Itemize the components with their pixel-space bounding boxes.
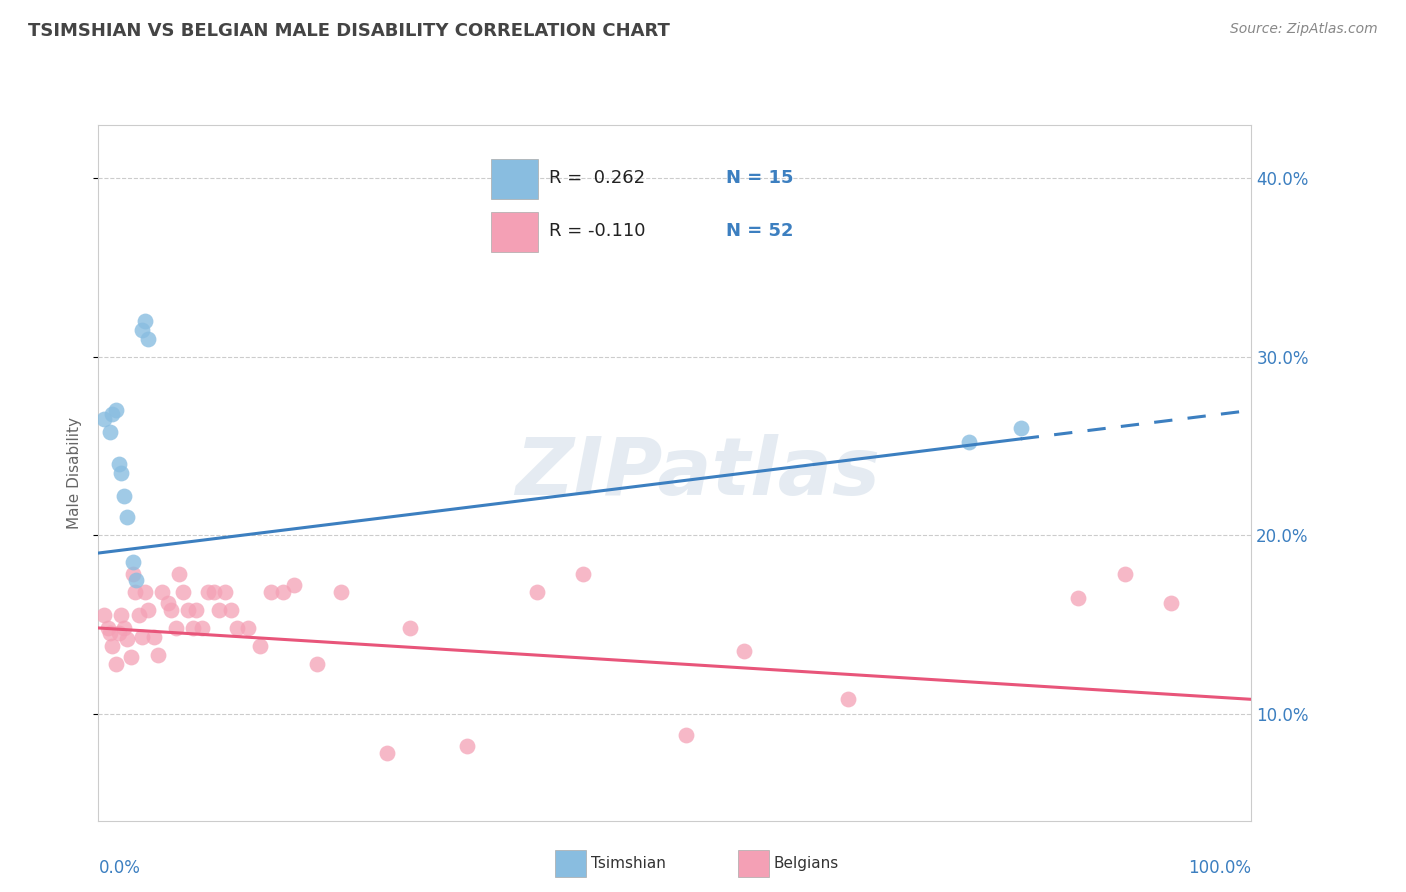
Point: [526, 585, 548, 599]
Text: R = -0.110: R = -0.110: [550, 222, 645, 240]
Point: [219, 603, 242, 617]
Point: [329, 585, 352, 599]
Text: TSIMSHIAN VS BELGIAN MALE DISABILITY CORRELATION CHART: TSIMSHIAN VS BELGIAN MALE DISABILITY COR…: [28, 22, 671, 40]
Point: [172, 585, 194, 599]
Point: [186, 603, 208, 617]
Point: [181, 621, 204, 635]
Point: [124, 585, 146, 599]
Point: [177, 603, 200, 617]
Point: [117, 510, 139, 524]
Text: N = 52: N = 52: [725, 222, 793, 240]
Point: [98, 425, 121, 439]
Point: [167, 567, 190, 582]
Point: [191, 621, 214, 635]
Point: [93, 412, 115, 426]
Point: [214, 585, 236, 599]
Point: [128, 608, 150, 623]
Point: [97, 621, 120, 635]
Text: N = 15: N = 15: [725, 169, 793, 186]
Point: [110, 608, 132, 623]
Point: [122, 555, 145, 569]
Point: [160, 603, 183, 617]
Point: [249, 639, 271, 653]
Point: [148, 648, 170, 662]
Point: [101, 639, 124, 653]
Point: [120, 649, 142, 664]
Point: [238, 621, 260, 635]
Point: [117, 632, 139, 646]
Point: [456, 739, 478, 753]
Point: [150, 585, 173, 599]
Y-axis label: Male Disability: Male Disability: [66, 417, 82, 529]
Point: [675, 728, 697, 742]
Point: [156, 596, 179, 610]
Text: Tsimshian: Tsimshian: [591, 856, 665, 871]
Point: [197, 585, 219, 599]
Point: [142, 630, 165, 644]
Point: [134, 585, 156, 599]
Point: [125, 573, 148, 587]
Point: [398, 621, 420, 635]
Point: [307, 657, 329, 671]
Point: [208, 603, 231, 617]
Point: [131, 323, 153, 337]
Point: [165, 621, 187, 635]
Text: 0.0%: 0.0%: [98, 859, 141, 877]
Point: [283, 578, 305, 592]
Point: [1114, 567, 1136, 582]
Point: [733, 644, 755, 658]
Point: [112, 489, 135, 503]
Text: 100.0%: 100.0%: [1188, 859, 1251, 877]
Point: [131, 630, 153, 644]
Point: [271, 585, 294, 599]
Bar: [491, 159, 537, 199]
Text: R =  0.262: R = 0.262: [550, 169, 645, 186]
Point: [375, 746, 398, 760]
Point: [571, 567, 593, 582]
Point: [110, 466, 132, 480]
Text: ZIPatlas: ZIPatlas: [516, 434, 880, 512]
Point: [202, 585, 225, 599]
Point: [1160, 596, 1182, 610]
Text: Source: ZipAtlas.com: Source: ZipAtlas.com: [1230, 22, 1378, 37]
Point: [112, 621, 135, 635]
Point: [260, 585, 283, 599]
Text: Belgians: Belgians: [773, 856, 838, 871]
Point: [108, 626, 131, 640]
Point: [136, 603, 159, 617]
Point: [1010, 421, 1032, 435]
Point: [98, 626, 121, 640]
Point: [93, 608, 115, 623]
Point: [122, 567, 145, 582]
Bar: [491, 212, 537, 252]
Point: [101, 407, 124, 421]
Point: [136, 332, 159, 346]
Point: [108, 457, 131, 471]
Point: [104, 403, 127, 417]
Point: [837, 692, 859, 706]
Point: [1067, 591, 1090, 605]
Point: [225, 621, 247, 635]
Point: [104, 657, 127, 671]
Point: [134, 314, 156, 328]
Point: [957, 435, 980, 450]
